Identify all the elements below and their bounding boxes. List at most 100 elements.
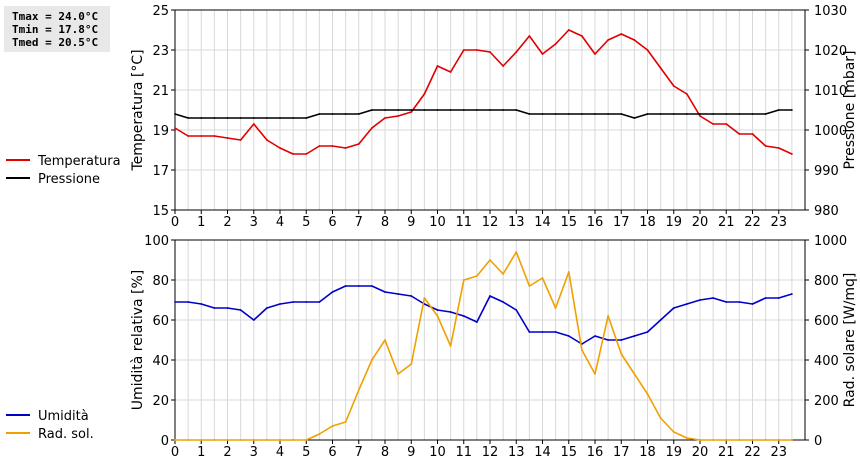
data-point xyxy=(200,117,203,119)
data-point xyxy=(672,113,675,115)
x-tick-label: 15 xyxy=(560,215,577,230)
x-tick-label: 13 xyxy=(508,215,525,230)
data-point xyxy=(410,109,413,111)
data-point xyxy=(620,353,623,355)
x-tick-label: 14 xyxy=(534,445,551,460)
data-point xyxy=(712,123,715,125)
data-point xyxy=(541,277,544,279)
data-point xyxy=(712,297,715,299)
data-point xyxy=(279,439,281,441)
x-tick-label: 0 xyxy=(171,445,179,460)
data-point xyxy=(292,117,295,119)
data-point xyxy=(384,109,386,111)
y2-tick-label: 1020 xyxy=(814,44,847,59)
data-point xyxy=(751,439,754,441)
data-point xyxy=(462,49,465,51)
data-point xyxy=(790,439,793,441)
y-tick-label: 80 xyxy=(152,274,169,289)
data-point xyxy=(777,147,780,149)
data-point xyxy=(252,123,255,125)
y-tick-label: 17 xyxy=(152,164,169,179)
data-point xyxy=(541,53,544,55)
x-tick-label: 15 xyxy=(560,445,577,460)
y2-tick-label: 1000 xyxy=(814,234,847,249)
x-tick-label: 13 xyxy=(508,445,525,460)
data-point xyxy=(607,113,610,115)
data-point xyxy=(397,109,400,111)
data-point xyxy=(554,113,557,115)
data-point xyxy=(620,33,623,35)
data-point xyxy=(252,319,255,321)
data-point xyxy=(659,417,662,419)
data-point xyxy=(344,113,347,115)
data-point xyxy=(699,113,701,115)
data-point xyxy=(699,299,701,301)
y2-tick-label: 200 xyxy=(814,394,839,409)
data-point xyxy=(777,109,780,111)
data-point xyxy=(239,117,242,119)
data-point xyxy=(226,307,229,309)
data-point xyxy=(384,117,386,119)
data-point xyxy=(200,439,203,441)
x-tick-label: 3 xyxy=(250,445,258,460)
data-point xyxy=(738,113,741,115)
y-tick-label: 21 xyxy=(152,84,169,99)
data-point xyxy=(318,113,321,115)
data-point xyxy=(318,301,321,303)
data-point xyxy=(213,117,216,119)
x-tick-label: 20 xyxy=(692,445,709,460)
data-point xyxy=(607,315,610,317)
data-point xyxy=(462,109,465,111)
data-point xyxy=(410,363,413,365)
data-point xyxy=(738,133,741,135)
data-point xyxy=(174,127,176,129)
data-point xyxy=(344,421,347,423)
data-point xyxy=(685,93,688,95)
data-point xyxy=(751,113,754,115)
y2-tick-label: 980 xyxy=(814,204,839,219)
data-point xyxy=(725,301,728,303)
data-point xyxy=(226,137,229,139)
data-point xyxy=(580,35,583,37)
data-point xyxy=(239,309,242,311)
y2-axis-label: Pressione [mbar] xyxy=(842,50,858,169)
x-tick-label: 16 xyxy=(587,445,604,460)
data-point xyxy=(764,113,767,115)
data-point xyxy=(567,335,570,337)
x-tick-label: 0 xyxy=(171,215,179,230)
series-line-umidit- xyxy=(175,285,793,345)
x-tick-label: 6 xyxy=(328,215,336,230)
x-tick-label: 22 xyxy=(744,215,761,230)
x-tick-label: 9 xyxy=(407,215,415,230)
data-point xyxy=(685,113,688,115)
data-point xyxy=(357,285,360,287)
data-point xyxy=(580,349,583,351)
data-point xyxy=(357,143,360,145)
tmin-text: Tmin = 17.8°C xyxy=(12,23,99,36)
data-point xyxy=(712,439,715,441)
data-point xyxy=(436,315,439,317)
x-tick-label: 11 xyxy=(455,215,472,230)
data-point xyxy=(370,359,373,361)
data-point xyxy=(305,117,308,119)
data-point xyxy=(239,439,242,441)
data-point xyxy=(292,439,295,441)
x-tick-label: 21 xyxy=(718,445,735,460)
data-point xyxy=(265,307,268,309)
x-tick-label: 9 xyxy=(407,445,415,460)
data-point xyxy=(370,109,373,111)
data-point xyxy=(699,439,701,441)
data-point xyxy=(646,49,649,51)
data-point xyxy=(265,117,268,119)
x-tick-label: 1 xyxy=(197,445,205,460)
data-point xyxy=(502,109,505,111)
data-point xyxy=(370,127,373,129)
data-point xyxy=(528,285,531,287)
y-tick-label: 25 xyxy=(152,4,169,19)
data-point xyxy=(620,339,623,341)
data-point xyxy=(594,113,596,115)
data-point xyxy=(475,109,478,111)
x-tick-label: 19 xyxy=(665,445,682,460)
data-point xyxy=(226,439,229,441)
data-point xyxy=(187,117,190,119)
